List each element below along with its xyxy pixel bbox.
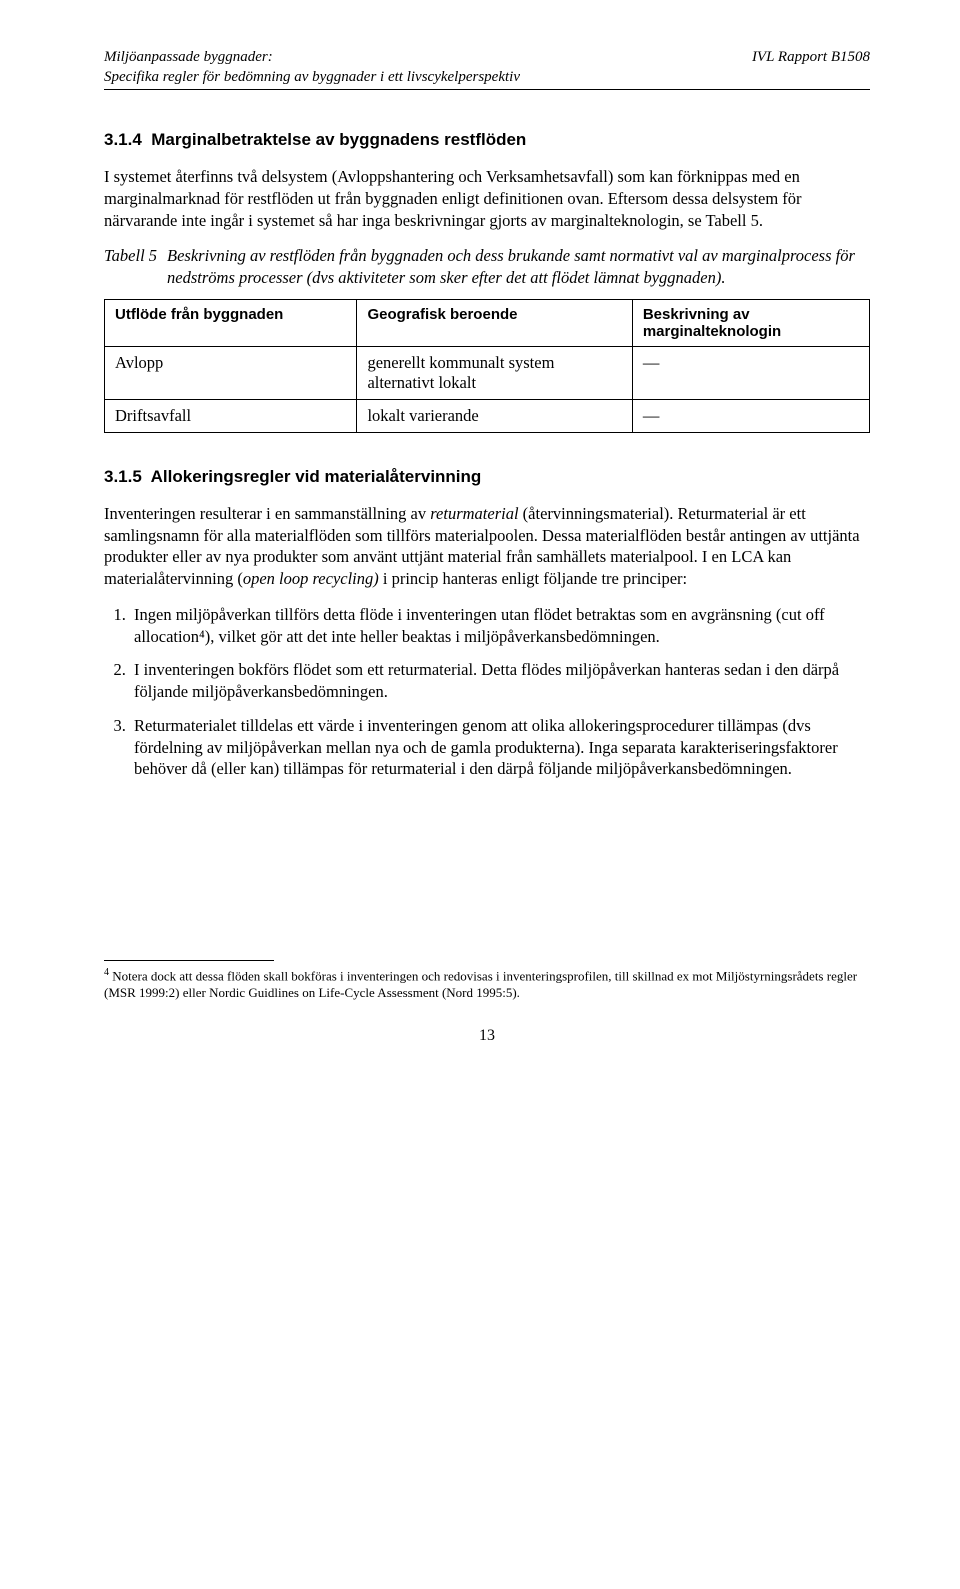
tabell5-header-1: Utflöde från byggnaden (105, 299, 357, 346)
tabell5-r2c2: lokalt varierande (357, 399, 632, 432)
tabell5-header-row: Utflöde från byggnaden Geografisk beroen… (105, 299, 870, 346)
section-314-title: Marginalbetraktelse av byggnadens restfl… (151, 130, 526, 149)
tabell5-header-2: Geografisk beroende (357, 299, 632, 346)
footnote-4: 4 Notera dock att dessa flöden skall bok… (104, 967, 870, 1001)
section-314-para1: I systemet återfinns två delsystem (Avlo… (104, 166, 870, 231)
principle-1: Ingen miljöpåverkan tillförs detta flöde… (130, 604, 870, 648)
p1-c: i princip hanteras enligt följande tre p… (379, 569, 687, 588)
tabell5-caption: Tabell 5 Beskrivning av restflöden från … (104, 245, 870, 289)
p1-a: Inventeringen resulterar i en sammanstäl… (104, 504, 430, 523)
tabell5: Utflöde från byggnaden Geografisk beroen… (104, 299, 870, 433)
page: Miljöanpassade byggnader: Specifika regl… (0, 0, 960, 1589)
tabell5-label: Tabell 5 (104, 245, 167, 289)
footnote-rule (104, 960, 274, 961)
table-row: Driftsavfall lokalt varierande — (105, 399, 870, 432)
tabell5-r1c2: generellt kommunalt system alternativt l… (357, 346, 632, 399)
header-right: IVL Rapport B1508 (752, 48, 870, 87)
p1-em: returmaterial (430, 504, 518, 523)
tabell5-r1c3: — (632, 346, 869, 399)
page-number: 13 (104, 1027, 870, 1045)
tabell5-header-3: Beskrivning av marginalteknologin (632, 299, 869, 346)
tabell5-r1c1: Avlopp (105, 346, 357, 399)
header-left: Miljöanpassade byggnader: Specifika regl… (104, 48, 520, 87)
header-rule (104, 89, 870, 90)
principle-2: I inventeringen bokförs flödet som ett r… (130, 659, 870, 703)
section-315-heading: 3.1.5 Allokeringsregler vid materialåter… (104, 467, 870, 487)
section-315-number: 3.1.5 (104, 467, 142, 486)
p1-em2: open loop recycling) (243, 569, 379, 588)
tabell5-caption-text: Beskrivning av restflöden från byggnaden… (167, 245, 870, 289)
header-left-line2: Specifika regler för bedömning av byggna… (104, 69, 520, 85)
principles-list: Ingen miljöpåverkan tillförs detta flöde… (104, 604, 870, 780)
principle-3: Returmaterialet tilldelas ett värde i in… (130, 715, 870, 780)
section-315-para1: Inventeringen resulterar i en sammanstäl… (104, 503, 870, 590)
table-row: Avlopp generellt kommunalt system altern… (105, 346, 870, 399)
running-header: Miljöanpassade byggnader: Specifika regl… (104, 48, 870, 87)
footnote-text: Notera dock att dessa flöden skall bokfö… (104, 969, 857, 1000)
tabell5-r2c1: Driftsavfall (105, 399, 357, 432)
section-314-heading: 3.1.4 Marginalbetraktelse av byggnadens … (104, 130, 870, 150)
header-left-line1: Miljöanpassade byggnader: (104, 49, 273, 65)
section-314-number: 3.1.4 (104, 130, 142, 149)
tabell5-r2c3: — (632, 399, 869, 432)
section-315-title: Allokeringsregler vid materialåtervinnin… (151, 467, 482, 486)
